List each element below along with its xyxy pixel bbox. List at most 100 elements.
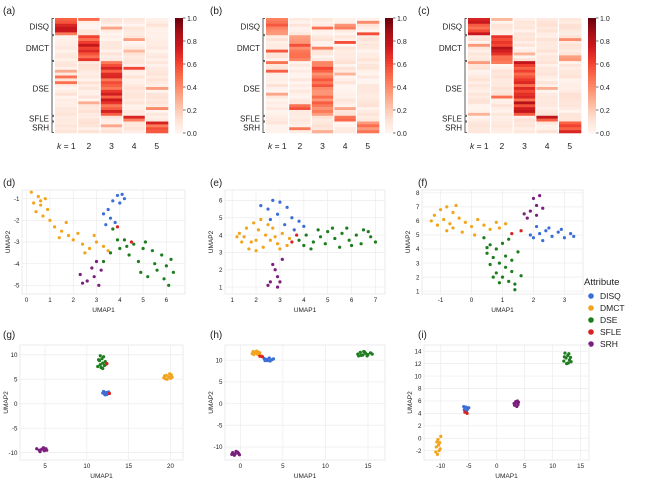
heatmap-cell (145, 26, 169, 30)
colorbar-tick-label: 0.0 (600, 131, 610, 138)
scatter-point-dse (494, 271, 498, 275)
scatter-point-disq (263, 359, 267, 363)
scatter-point-dse (507, 279, 511, 283)
colorbar-segment (175, 110, 183, 114)
colorbar-segment (588, 26, 596, 30)
scatter-point-disq (101, 212, 106, 216)
y-axis-label: UMAP2 (208, 230, 215, 253)
heatmap-cell (311, 23, 335, 27)
scatter-point-sfle (519, 229, 523, 233)
heatmap-cell (535, 29, 559, 33)
scatter-point-disq (115, 193, 120, 198)
heatmap-cell (513, 81, 537, 85)
heatmap-cell (490, 130, 514, 134)
scatter-point-dse (101, 355, 106, 359)
scatter-point-dmct (434, 445, 438, 449)
heatmap-cell (513, 95, 537, 99)
colorbar-segment (588, 107, 596, 111)
colorbar-segment (385, 121, 393, 125)
heatmap-cell (311, 98, 335, 102)
heatmap-cell (55, 72, 78, 76)
heatmap-cell (100, 18, 124, 22)
heatmap-cell (145, 84, 169, 88)
heatmap-cell (311, 49, 335, 53)
heatmap-cell (266, 118, 289, 122)
heatmap-cell (490, 78, 514, 82)
heatmap-cell (266, 55, 289, 59)
colorbar-segment (175, 46, 183, 51)
colorbar-segment (175, 66, 183, 71)
scatter-point-dse (309, 247, 313, 251)
heatmap-cell (333, 29, 357, 33)
heatmap-cell (311, 52, 335, 56)
scatter-point-dse (132, 242, 136, 246)
heatmap-cell (356, 32, 380, 36)
colorbar-segment (385, 75, 393, 79)
heatmap-cell (266, 124, 289, 128)
scatter-point-dse (568, 355, 573, 360)
colorbar-segment (588, 18, 596, 22)
heatmap-cell (356, 58, 380, 62)
heatmap-cell (513, 49, 537, 53)
heatmap-cell (100, 41, 124, 45)
heatmap-cell (288, 75, 312, 79)
scatter-point-dse (365, 354, 369, 358)
heatmap-cell (311, 118, 335, 122)
colorbar-segment (385, 81, 393, 85)
heatmap-cell (468, 58, 491, 62)
scatter-point-sfle (105, 362, 109, 366)
colorbar-segment (175, 78, 183, 82)
y-tick-label: 0 (219, 401, 223, 408)
scatter-point-dse (125, 244, 129, 248)
heatmap-cell (288, 32, 312, 36)
colorbar-segment (385, 18, 393, 22)
heatmap-cell (468, 110, 491, 114)
scatter-point-dse (323, 242, 327, 246)
heatmap-cell (490, 115, 514, 119)
heatmap-cell (356, 35, 380, 39)
legend-marker-srh (588, 341, 594, 347)
scatter-point-dmct (242, 235, 246, 239)
heatmap-cell (356, 75, 380, 79)
heatmap-cell (333, 69, 357, 73)
heatmap-cell (356, 110, 380, 114)
colorbar-segment (385, 84, 393, 88)
heatmap-cell (122, 115, 146, 119)
heatmap-cell (55, 81, 78, 85)
panel-label: (d) (3, 178, 15, 189)
heatmap-cell (535, 66, 559, 71)
scatter-point-dmct (275, 242, 280, 246)
column-label: 2 (500, 141, 505, 151)
colorbar-tick-label: 0.4 (397, 85, 407, 92)
heatmap-cell (311, 84, 335, 88)
heatmap-cell (77, 130, 101, 134)
heatmap-cell (356, 81, 380, 85)
row-group-label: DMCT (26, 44, 49, 53)
heatmap-cell (288, 87, 312, 91)
heatmap-cell (100, 78, 124, 82)
group-bracket (262, 115, 265, 122)
heatmap-cell (535, 35, 559, 39)
heatmap-cell (513, 98, 537, 102)
heatmap-cell (55, 95, 78, 99)
scatter-point-dse (358, 350, 362, 354)
scatter-point-dmct (256, 228, 261, 232)
heatmap-cell (356, 38, 380, 42)
x-tick-label: 5 (523, 463, 527, 470)
heatmap-cell (311, 101, 335, 105)
scatter-point-sfle (463, 410, 467, 414)
heatmap-cell (468, 95, 491, 99)
heatmap-cell (266, 87, 289, 91)
y-tick-label: 5 (219, 215, 223, 222)
heatmap-cell (122, 29, 146, 33)
heatmap-cell (100, 43, 124, 48)
heatmap-cell (55, 115, 78, 119)
scatter-point-dmct (429, 219, 433, 223)
colorbar-segment (385, 72, 393, 76)
scatter-point-dse (311, 240, 315, 244)
scatter-panel-g: (g) 5 10 15 20 10 5 0 -5 -10 UMAP1 UMAP2 (3, 330, 184, 480)
heatmap-cell (311, 55, 335, 59)
heatmap-cell (513, 72, 537, 76)
heatmap-cell (100, 64, 124, 68)
